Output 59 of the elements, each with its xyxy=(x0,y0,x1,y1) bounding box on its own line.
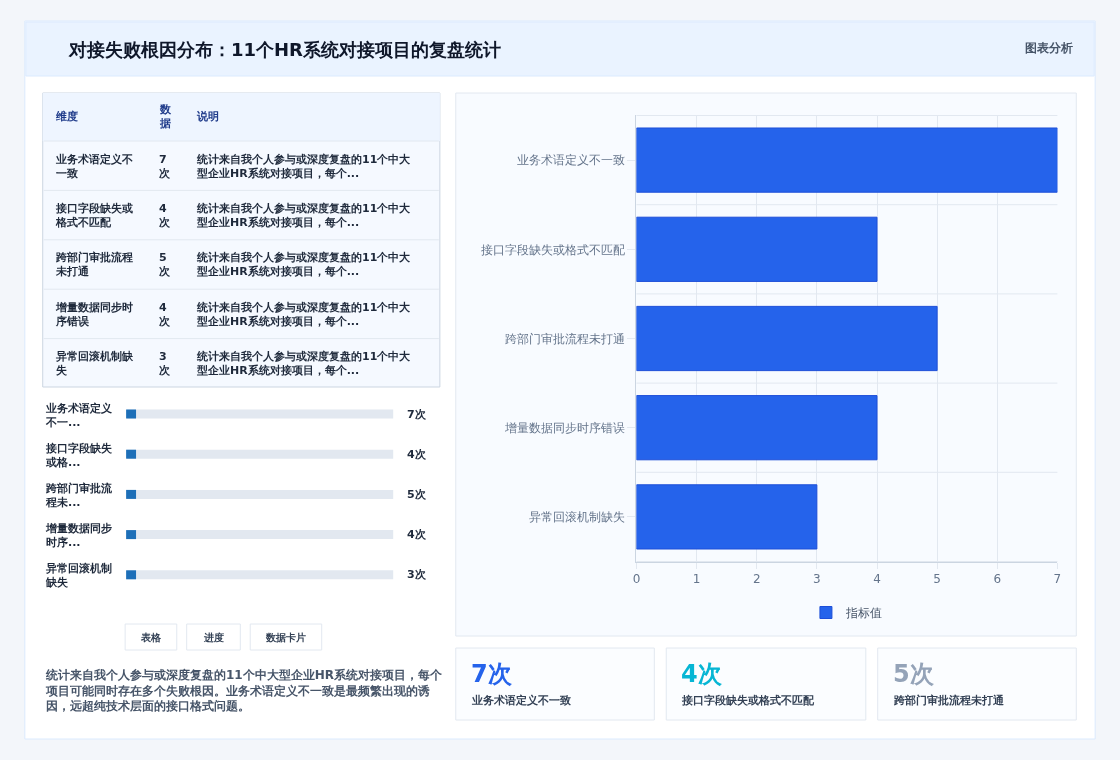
bar xyxy=(636,484,818,550)
bar xyxy=(636,216,878,282)
text: 统计来自我个人参与或深度复盘的11个中大型企业HR系统对接项目，每个... xyxy=(196,153,412,181)
x-tick-label: 7 xyxy=(1053,572,1062,587)
bar xyxy=(636,395,878,461)
text: 7次 xyxy=(407,408,427,421)
text: 5次 xyxy=(159,251,170,279)
text: 4次 xyxy=(407,448,427,461)
y-tick-label: 业务术语定义不一致 xyxy=(517,153,626,168)
text: 维度 xyxy=(55,110,78,123)
y-tick-label: 跨部门审批流程未打通 xyxy=(505,331,626,346)
text: 数据 xyxy=(159,103,172,131)
x-tick-label: 3 xyxy=(813,572,821,587)
y-tick-label: 接口字段缺失或格式不匹配 xyxy=(481,242,626,257)
text: 4次 xyxy=(159,202,170,230)
text: 4次 xyxy=(407,528,427,541)
text: 统计来自我个人参与或深度复盘的11个中大型企业HR系统对接项目，每个... xyxy=(196,202,412,230)
text: 5次 xyxy=(407,488,427,501)
text: 4次 xyxy=(681,660,722,688)
text: 说明 xyxy=(196,110,219,123)
x-tick-label: 4 xyxy=(873,572,881,587)
y-tick-label: 异常回滚机制缺失 xyxy=(529,510,626,525)
category-label: 接口字段缺失或格... xyxy=(45,442,113,470)
text: 统计来自我个人参与或深度复盘的11个中大型企业HR系统对接项目，每个... xyxy=(196,301,412,329)
category-label: 增量数据同步时序... xyxy=(45,522,112,550)
text: 数据卡片 xyxy=(265,632,306,643)
text: 3次 xyxy=(159,350,170,378)
text: 3次 xyxy=(407,568,427,581)
x-tick-label: 2 xyxy=(752,572,761,587)
bar xyxy=(636,305,938,372)
text: 统计来自我个人参与或深度复盘的11个中大型企业HR系统对接项目，每个... xyxy=(196,350,412,378)
text: 进度 xyxy=(203,632,224,643)
category-label: 异常回滚机制缺失 xyxy=(45,562,112,590)
x-tick-label: 0 xyxy=(632,572,641,587)
text: 表格 xyxy=(140,632,162,643)
text: 异常回滚机制缺失 xyxy=(55,350,134,378)
category-label: 业务术语定义不一... xyxy=(45,402,113,430)
text: 接口字段缺失或格式不匹配 xyxy=(681,694,815,707)
text: 4次 xyxy=(159,301,170,329)
category-label: 跨部门审批流程未... xyxy=(45,482,113,510)
text: 图表分析 xyxy=(1025,41,1073,55)
text: 统计来自我个人参与或深度复盘的11个中大型企业HR系统对接项目，每个项目可能同时存在多个失败根因。业务术语定义不一致是最频繁出现的诱因，远超纯技术层面的接口格式问题。 xyxy=(45,668,443,714)
category-label: 业务术语定义不一致 xyxy=(55,153,133,181)
text: 统计来自我个人参与或深度复盘的11个中大型企业HR系统对接项目，每个... xyxy=(196,251,412,279)
bar xyxy=(636,127,1058,193)
text: 增量数据同步时序错误 xyxy=(55,301,133,329)
y-tick-label: 增量数据同步时序错误 xyxy=(504,420,626,435)
text: 7次 xyxy=(471,660,512,688)
text: 跨部门审批流程未打通 xyxy=(893,694,1005,707)
legend-label: 指标值 xyxy=(844,606,882,621)
x-tick-label: 5 xyxy=(933,572,941,587)
x-tick-label: 6 xyxy=(993,572,1002,587)
category-label: 接口字段缺失或格式不匹配 xyxy=(55,202,133,230)
text: 7次 xyxy=(159,153,170,181)
x-tick-label: 1 xyxy=(692,572,701,587)
category-label: 跨部门审批流程未打通 xyxy=(55,251,133,279)
text: 5次 xyxy=(893,660,934,688)
text: 业务术语定义不一致 xyxy=(471,694,571,707)
text: 对接失败根因分布：11个HR系统对接项目的复盘统计 xyxy=(68,39,501,60)
